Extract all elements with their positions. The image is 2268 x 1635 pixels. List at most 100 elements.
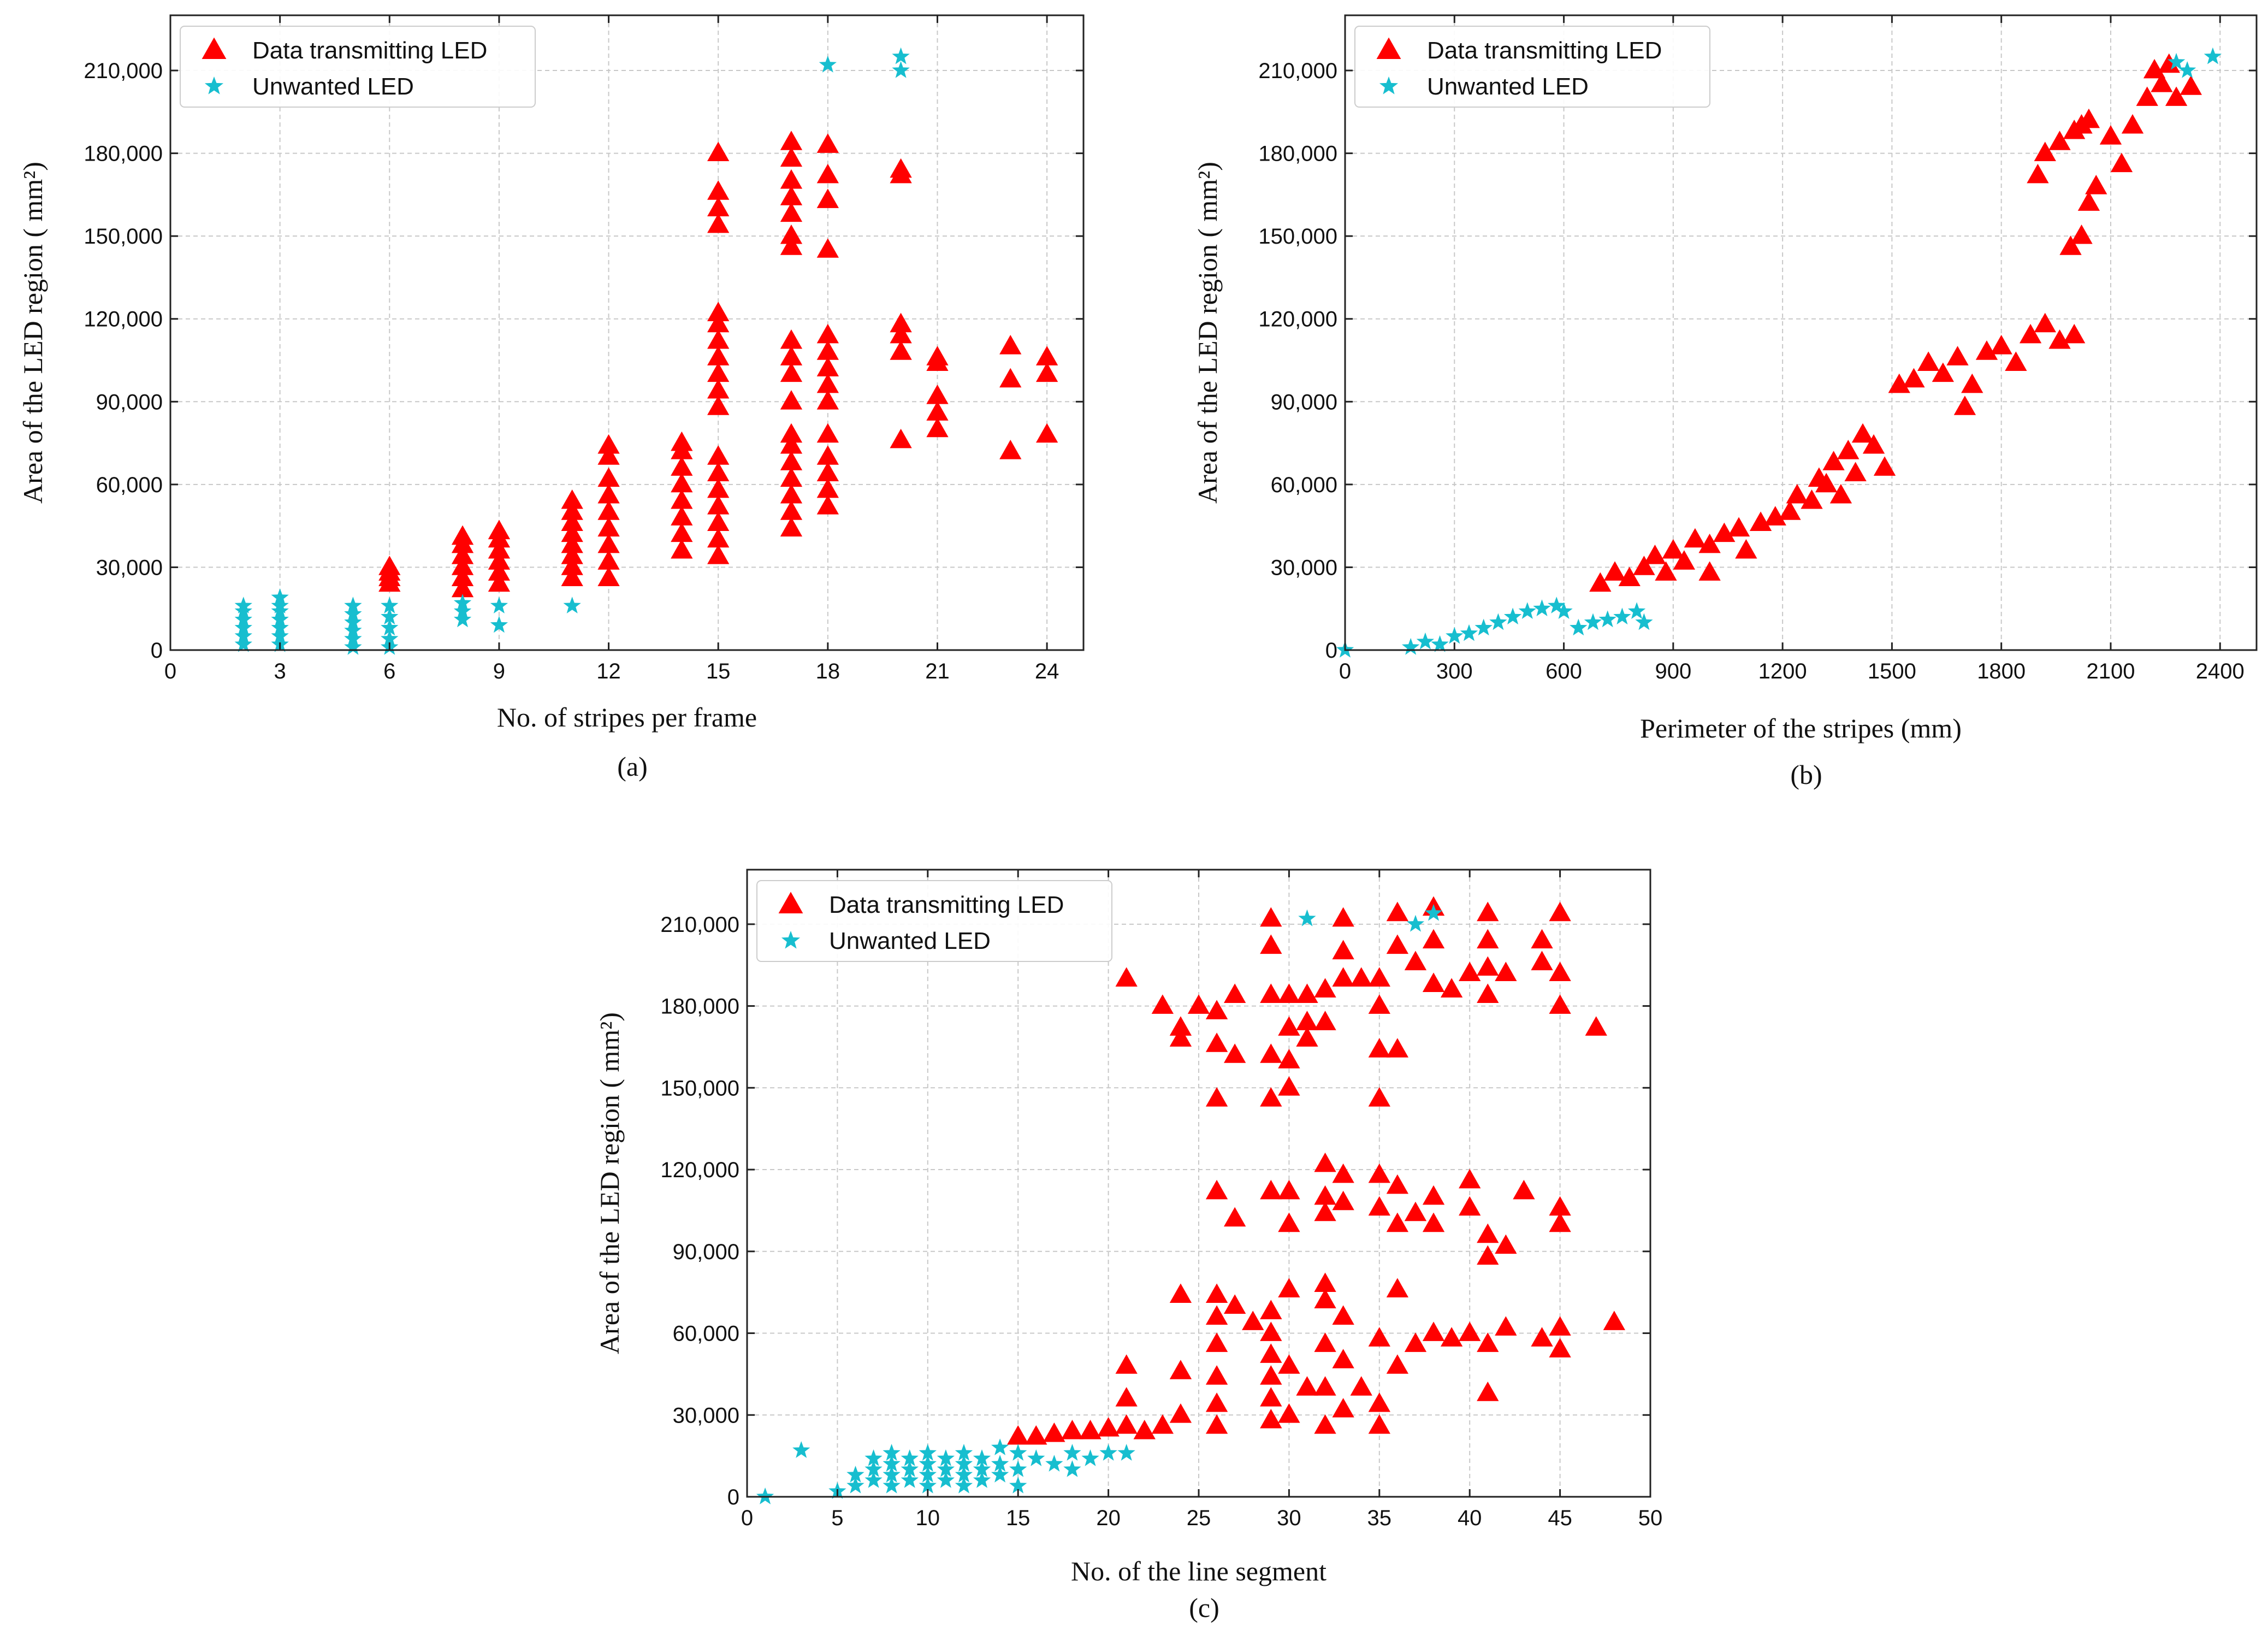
led-point: [707, 445, 730, 465]
y-tick-label: 210,000: [660, 913, 739, 937]
led-point: [1350, 1376, 1372, 1396]
led-point: [1549, 1316, 1571, 1336]
unwanted-led-point: [1555, 602, 1573, 619]
led-point: [1296, 1011, 1318, 1030]
led-point: [1698, 561, 1721, 581]
x-tick-label: 12: [596, 659, 621, 683]
led-point: [561, 566, 583, 587]
led-point: [671, 489, 693, 509]
led-point: [2034, 312, 2056, 333]
unwanted-led-point: [234, 635, 252, 652]
led-point: [1332, 907, 1354, 927]
unwanted-led-point: [344, 613, 362, 630]
led-point: [707, 462, 730, 482]
unwanted-led-point: [1613, 607, 1631, 625]
unwanted-led-point: [234, 618, 252, 636]
x-tick-label: 5: [831, 1506, 843, 1530]
led-point: [780, 362, 803, 382]
led-point: [1169, 1283, 1192, 1303]
led-point: [999, 335, 1022, 355]
led-point: [707, 396, 730, 415]
led-point: [1888, 373, 1910, 393]
unwanted-led-point: [1475, 618, 1493, 636]
led-point: [1332, 1349, 1354, 1368]
grid: [1345, 15, 2257, 651]
led-point: [1368, 1414, 1390, 1434]
legend-box: [180, 26, 536, 108]
led-point: [816, 373, 839, 393]
led-point: [1917, 351, 1940, 371]
legend-triangle-icon: [1376, 37, 1401, 59]
y-tick-label: 210,000: [1258, 59, 1337, 83]
grid: [170, 15, 1083, 651]
y-tick-label: 0: [151, 639, 163, 663]
led-point: [1115, 967, 1138, 987]
x-axis-title: No. of stripes per frame: [497, 702, 757, 733]
led-point: [780, 202, 803, 222]
led-point: [1386, 901, 1409, 922]
led-point: [671, 522, 693, 542]
unwanted-led-point: [883, 1444, 901, 1461]
led-point: [1278, 983, 1300, 1003]
panel-label: (c): [1189, 1592, 1219, 1623]
led-point: [1684, 528, 1707, 548]
led-point: [1862, 434, 1885, 454]
axes: 0 300 600 900 1200 1500 1800 2100 2400 0 30,000 60,…: [1258, 15, 2257, 683]
led-point: [1779, 500, 1801, 520]
led-point: [1205, 1087, 1228, 1107]
x-tick-label: 15: [706, 659, 731, 683]
led-point: [1314, 1272, 1336, 1292]
led-point: [1314, 1376, 1336, 1396]
led-point: [1549, 961, 1571, 982]
led-point: [2059, 235, 2082, 255]
led-point: [1296, 1376, 1318, 1396]
y-axis-title: Area of the LED region ( mm²): [1192, 162, 1223, 504]
x-tick-label: 2400: [2196, 659, 2245, 683]
led-point: [816, 478, 839, 498]
unwanted-led-point: [1570, 618, 1588, 636]
x-tick-label: 1500: [1868, 659, 1916, 683]
led-point: [1314, 1152, 1336, 1172]
led-point: [1713, 522, 1736, 542]
unwanted-led-point: [1027, 1449, 1045, 1466]
unwanted-led-point: [1431, 635, 1449, 652]
led-point: [2034, 141, 2056, 161]
led-point: [780, 346, 803, 365]
led-point: [1603, 1311, 1625, 1330]
led-point: [2099, 125, 2122, 145]
led-point: [780, 423, 803, 443]
led-point: [780, 186, 803, 205]
led-point: [1260, 1365, 1282, 1385]
led-point: [1549, 1196, 1571, 1216]
led-point: [1549, 901, 1571, 922]
unwanted-led-point: [2168, 52, 2186, 70]
led-point: [561, 511, 583, 531]
led-point: [707, 312, 730, 333]
led-point: [707, 213, 730, 233]
led-point: [1946, 346, 1969, 365]
led-point: [1764, 506, 1786, 526]
led-point: [1332, 967, 1354, 987]
led-point: [780, 451, 803, 470]
led-point: [1133, 1420, 1156, 1439]
unwanted-led-point: [1446, 627, 1464, 644]
led-point: [1061, 1420, 1083, 1439]
led-point: [890, 340, 912, 360]
led-point: [451, 525, 474, 545]
led-point: [2005, 351, 2027, 371]
led-point: [1205, 1032, 1228, 1052]
led-point: [707, 346, 730, 365]
led-point: [1205, 1179, 1228, 1200]
unwanted-led-point: [490, 597, 508, 613]
led-point: [816, 163, 839, 184]
led-point: [1618, 566, 1641, 587]
panel-label: (a): [617, 751, 648, 782]
led-point: [1459, 1196, 1481, 1216]
led-point: [1278, 1278, 1300, 1298]
led-point: [1422, 1212, 1445, 1232]
led-point: [926, 384, 949, 404]
led-point: [1314, 1201, 1336, 1221]
led-point: [1007, 1425, 1029, 1445]
unwanted-led-point: [919, 1466, 937, 1483]
led-point: [1727, 517, 1750, 537]
